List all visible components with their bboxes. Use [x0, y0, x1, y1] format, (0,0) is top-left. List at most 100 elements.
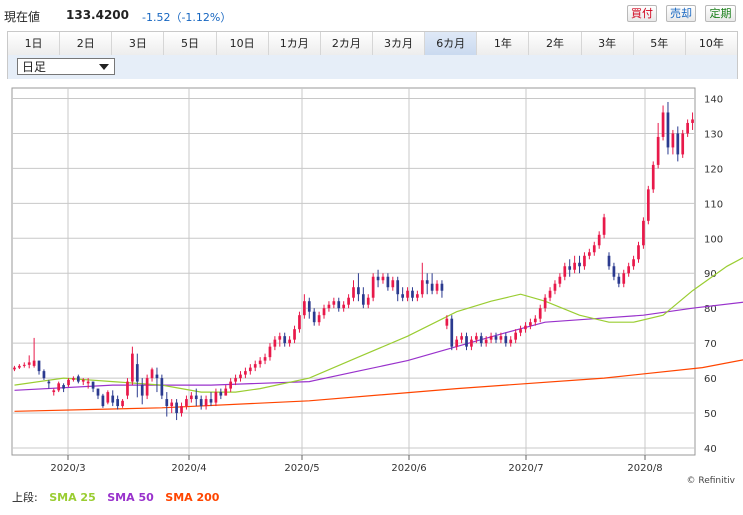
y-tick-label: 60 — [704, 374, 717, 385]
candle-body — [445, 318, 449, 326]
candle-body — [558, 276, 562, 284]
candle-body — [568, 266, 572, 270]
period-tab-4[interactable]: 10日 — [216, 32, 269, 56]
y-tick-label: 40 — [704, 444, 717, 455]
candle-body — [224, 388, 228, 396]
candle-body — [268, 346, 272, 358]
candle-body — [165, 399, 169, 407]
candle-body — [607, 255, 611, 267]
candle-body — [455, 339, 459, 347]
candle-body — [209, 399, 213, 403]
candle-body — [175, 402, 178, 414]
candle-body — [514, 332, 518, 340]
candle-body — [155, 374, 159, 379]
period-tab-7[interactable]: 3カ月 — [372, 32, 426, 56]
price-change: -1.52（-1.12%） — [142, 11, 232, 24]
candle-body — [681, 133, 685, 155]
y-tick-label: 130 — [704, 129, 723, 140]
candle-body — [656, 136, 660, 165]
candle-body — [440, 283, 444, 291]
candle-body — [519, 329, 522, 333]
x-tick-label: 2020/5 — [284, 463, 319, 474]
candle-interval-value: 日足 — [22, 60, 47, 74]
candle-body — [612, 266, 616, 277]
period-tab-1[interactable]: 2日 — [60, 32, 113, 56]
candle-body — [253, 364, 257, 368]
sell-button[interactable]: 売却 — [666, 5, 696, 22]
candle-body — [357, 287, 360, 295]
candle-body — [106, 392, 110, 403]
candle-body — [509, 339, 513, 344]
candle-body — [81, 379, 85, 382]
period-tab-3[interactable]: 5日 — [164, 32, 217, 56]
period-tab-8[interactable]: 6カ月 — [425, 32, 478, 56]
candle-body — [337, 301, 341, 309]
buy-button[interactable]: 買付 — [627, 5, 657, 22]
candle-body — [494, 336, 498, 340]
x-tick-label: 2020/4 — [171, 463, 206, 474]
candle-body — [533, 318, 537, 323]
legend-sma200: SMA 200 — [165, 491, 220, 504]
candle-body — [524, 325, 527, 330]
candle-body — [371, 276, 375, 298]
y-tick-label: 100 — [704, 234, 723, 245]
period-tab-13[interactable]: 10年 — [685, 32, 737, 56]
current-price-label: 現在値 — [4, 10, 41, 24]
candle-body — [27, 362, 31, 365]
candle-body — [273, 339, 277, 347]
y-tick-label: 90 — [704, 269, 717, 280]
regular-button[interactable]: 定期 — [705, 5, 736, 22]
candle-body — [450, 318, 454, 347]
period-tab-11[interactable]: 3年 — [581, 32, 634, 56]
candle-body — [646, 189, 650, 221]
candle-body — [484, 339, 488, 344]
candle-body — [573, 262, 576, 270]
candle-body — [160, 378, 164, 396]
x-tick-label: 2020/6 — [391, 463, 426, 474]
candle-body — [627, 266, 631, 274]
period-tab-2[interactable]: 3日 — [112, 32, 165, 56]
chevron-down-icon — [99, 64, 109, 70]
candle-body — [376, 276, 380, 281]
candle-body — [32, 360, 36, 366]
candle-body — [425, 280, 429, 284]
period-tab-0[interactable]: 1日 — [8, 32, 61, 56]
period-tab-5[interactable]: 1カ月 — [268, 32, 321, 56]
candle-body — [578, 262, 581, 267]
candle-body — [686, 122, 689, 134]
candlestick-chart: 40 50 60 70 80 90 100 110 120 130 140 2020/3 2020/4 2… — [11, 87, 743, 486]
period-tab-6[interactable]: 2カ月 — [320, 32, 373, 56]
candle-body — [420, 280, 424, 295]
candle-body — [543, 297, 547, 309]
y-tick-label: 120 — [704, 164, 723, 175]
candle-body — [180, 406, 183, 414]
candle-interval-select[interactable]: 日足 — [17, 58, 115, 75]
period-tab-12[interactable]: 5年 — [633, 32, 686, 56]
candle-body — [121, 400, 124, 407]
candle-body — [258, 360, 262, 365]
candle-body — [42, 371, 46, 379]
candle-body — [435, 283, 439, 291]
candle-body — [131, 353, 134, 382]
candle-body — [57, 383, 61, 391]
period-tab-10[interactable]: 2年 — [529, 32, 582, 56]
y-tick-label: 50 — [704, 409, 717, 420]
candle-body — [588, 252, 591, 256]
candle-body — [489, 336, 493, 340]
candle-body — [135, 364, 139, 382]
candle-body — [22, 364, 26, 366]
candle-body — [194, 395, 198, 400]
candle-body — [234, 378, 237, 382]
candle-body — [67, 379, 70, 386]
x-tick-label: 2020/8 — [627, 463, 662, 474]
candle-body — [347, 297, 350, 305]
candle-body — [470, 339, 473, 347]
candle-body — [548, 290, 552, 298]
candle-body — [111, 395, 115, 403]
candle-body — [140, 385, 144, 396]
candle-body — [563, 266, 567, 277]
period-tab-9[interactable]: 1年 — [477, 32, 530, 56]
candle-body — [474, 336, 478, 340]
candle-body — [592, 245, 596, 253]
candle-body — [361, 294, 365, 305]
